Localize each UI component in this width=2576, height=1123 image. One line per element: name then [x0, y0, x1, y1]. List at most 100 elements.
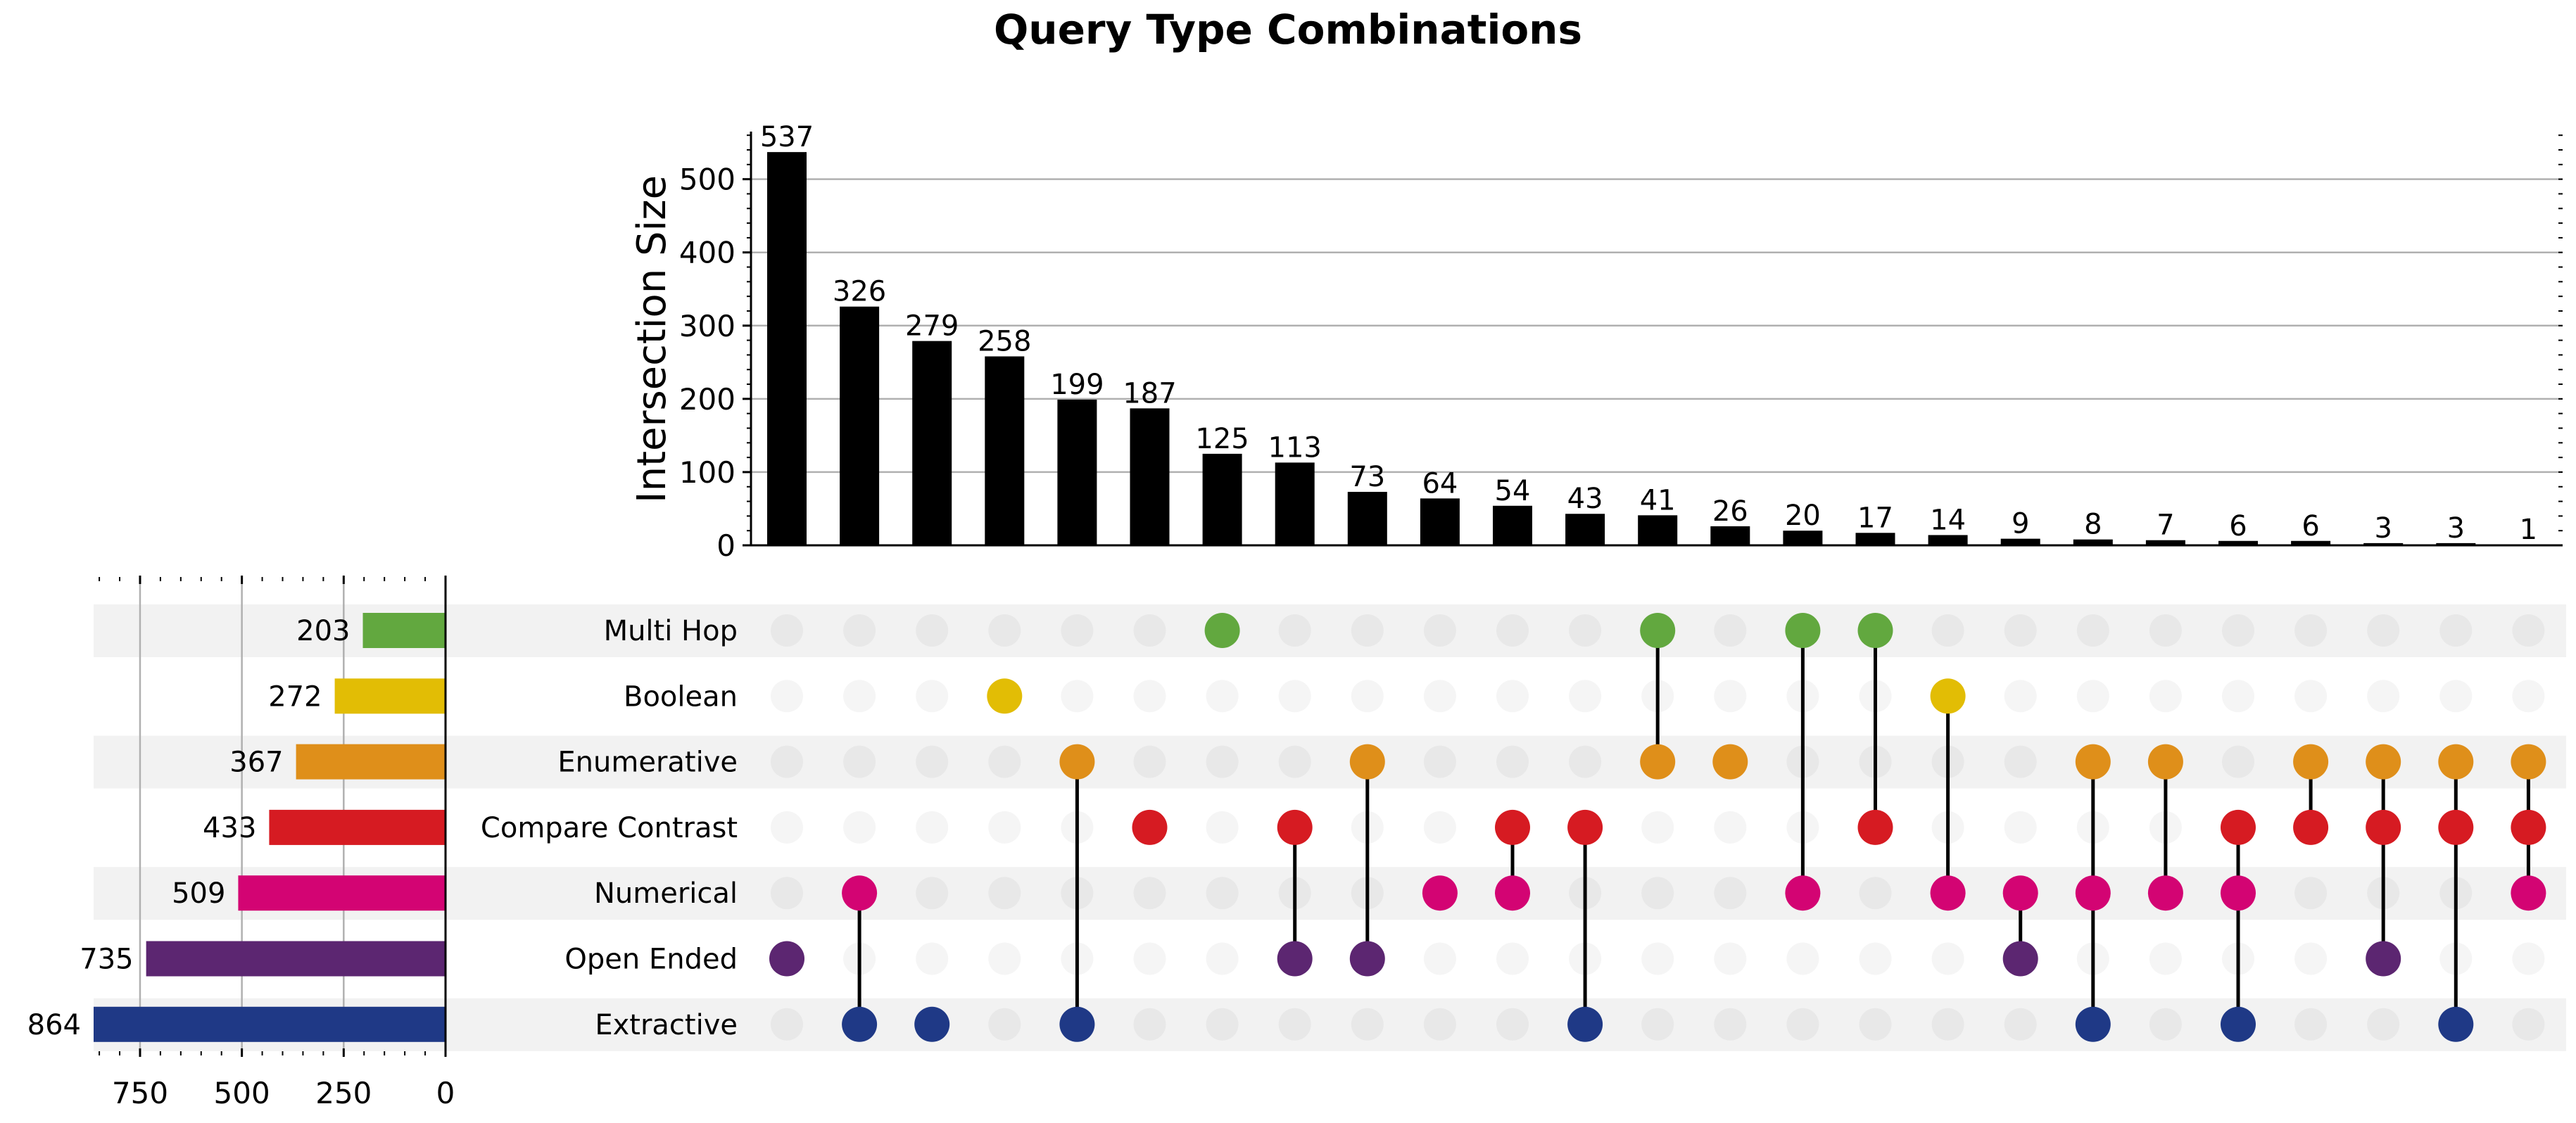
- set-size-tick-label: 750: [112, 1076, 168, 1110]
- inactive-dot: [2512, 614, 2545, 647]
- inactive-dot: [2512, 1008, 2545, 1041]
- set-size-bar: [146, 941, 446, 977]
- inactive-dot: [1641, 811, 1674, 844]
- intersection-bar: [840, 306, 880, 545]
- inactive-dot: [2294, 680, 2328, 713]
- active-dot: [2147, 875, 2183, 911]
- active-dot: [2293, 809, 2329, 845]
- active-dot: [2221, 1006, 2256, 1042]
- active-dot: [1857, 809, 1893, 845]
- active-dot: [1495, 875, 1530, 911]
- inactive-dot: [916, 942, 949, 975]
- active-dot: [1930, 678, 1966, 714]
- y-axis-label: Intersection Size: [629, 175, 675, 503]
- y-tick-label: 100: [679, 455, 735, 490]
- active-dot: [1640, 744, 1676, 780]
- active-dot: [2511, 809, 2546, 845]
- row-band: [94, 998, 2566, 1051]
- intersection-bar-label: 3: [2374, 512, 2392, 545]
- active-dot: [2366, 744, 2401, 780]
- intersection-bar: [1275, 462, 1315, 545]
- set-size-tick-label: 0: [436, 1076, 455, 1110]
- inactive-dot: [771, 1008, 803, 1041]
- set-size-label: 864: [27, 1009, 81, 1041]
- active-dot: [842, 1006, 878, 1042]
- intersection-bar-label: 64: [1422, 467, 1458, 500]
- inactive-dot: [843, 745, 876, 778]
- active-dot: [1422, 875, 1458, 911]
- intersection-bar: [1202, 453, 1242, 545]
- set-name-label: Open Ended: [564, 944, 738, 976]
- inactive-dot: [988, 877, 1021, 910]
- inactive-dot: [771, 811, 803, 844]
- active-dot: [1277, 941, 1313, 977]
- inactive-dot: [1206, 1008, 1239, 1041]
- intersection-bar: [767, 152, 807, 545]
- inactive-dot: [1278, 680, 1311, 713]
- inactive-dot: [916, 745, 949, 778]
- active-dot: [1059, 744, 1095, 780]
- active-dot: [1204, 613, 1240, 648]
- active-dot: [1059, 1006, 1095, 1042]
- inactive-dot: [2004, 811, 2037, 844]
- active-dot: [2002, 875, 2038, 911]
- inactive-dot: [1133, 1008, 1166, 1041]
- intersection-bar: [1493, 505, 1532, 545]
- intersection-bar-label: 14: [1930, 504, 1966, 536]
- inactive-dot: [1206, 680, 1239, 713]
- active-dot: [2221, 875, 2256, 911]
- inactive-dot: [1714, 1008, 1747, 1041]
- active-dot: [2438, 744, 2474, 780]
- inactive-dot: [1859, 942, 1892, 975]
- intersection-bar-label: 258: [978, 325, 1031, 357]
- intersection-bar: [2073, 539, 2113, 545]
- inactive-dot: [1351, 680, 1384, 713]
- inactive-dot: [2149, 1008, 2182, 1041]
- active-dot: [2075, 875, 2111, 911]
- inactive-dot: [1423, 942, 1456, 975]
- active-dot: [2366, 809, 2401, 845]
- intersection-bar-label: 279: [905, 310, 959, 343]
- intersection-bar: [1130, 408, 1170, 545]
- set-size-label: 203: [296, 615, 350, 647]
- inactive-dot: [771, 680, 803, 713]
- intersection-bar: [2218, 540, 2258, 545]
- inactive-dot: [1206, 877, 1239, 910]
- intersection-bar-label: 7: [2157, 509, 2174, 542]
- inactive-dot: [1206, 811, 1239, 844]
- intersection-bar-label: 43: [1567, 483, 1603, 515]
- set-size-label: 735: [80, 944, 133, 976]
- inactive-dot: [1133, 942, 1166, 975]
- y-tick-label: 400: [679, 236, 735, 270]
- inactive-dot: [2004, 680, 2037, 713]
- inactive-dot: [1423, 811, 1456, 844]
- inactive-dot: [2294, 942, 2328, 975]
- active-dot: [1785, 613, 1821, 648]
- y-tick-label: 0: [716, 528, 735, 563]
- inactive-dot: [1569, 745, 1602, 778]
- set-size-bar: [334, 678, 446, 714]
- y-tick-label: 500: [679, 163, 735, 197]
- inactive-dot: [1278, 1008, 1311, 1041]
- active-dot: [2438, 1006, 2474, 1042]
- active-dot: [1785, 875, 1821, 911]
- active-dot: [2293, 744, 2329, 780]
- inactive-dot: [1423, 1008, 1456, 1041]
- inactive-dot: [988, 942, 1021, 975]
- inactive-dot: [988, 811, 1021, 844]
- intersection-bar: [1638, 515, 1678, 545]
- inactive-dot: [1786, 1008, 1819, 1041]
- inactive-dot: [1786, 942, 1819, 975]
- inactive-dot: [2222, 614, 2254, 647]
- inactive-dot: [1569, 680, 1602, 713]
- intersection-bar-label: 20: [1785, 500, 1821, 532]
- intersection-bar-label: 125: [1195, 423, 1249, 455]
- y-tick-label: 200: [679, 382, 735, 417]
- chart-title: Query Type Combinations: [994, 6, 1582, 53]
- inactive-dot: [2076, 614, 2109, 647]
- inactive-dot: [1859, 1008, 1892, 1041]
- intersection-bar: [2436, 543, 2476, 545]
- inactive-dot: [1061, 614, 1094, 647]
- inactive-dot: [1206, 942, 1239, 975]
